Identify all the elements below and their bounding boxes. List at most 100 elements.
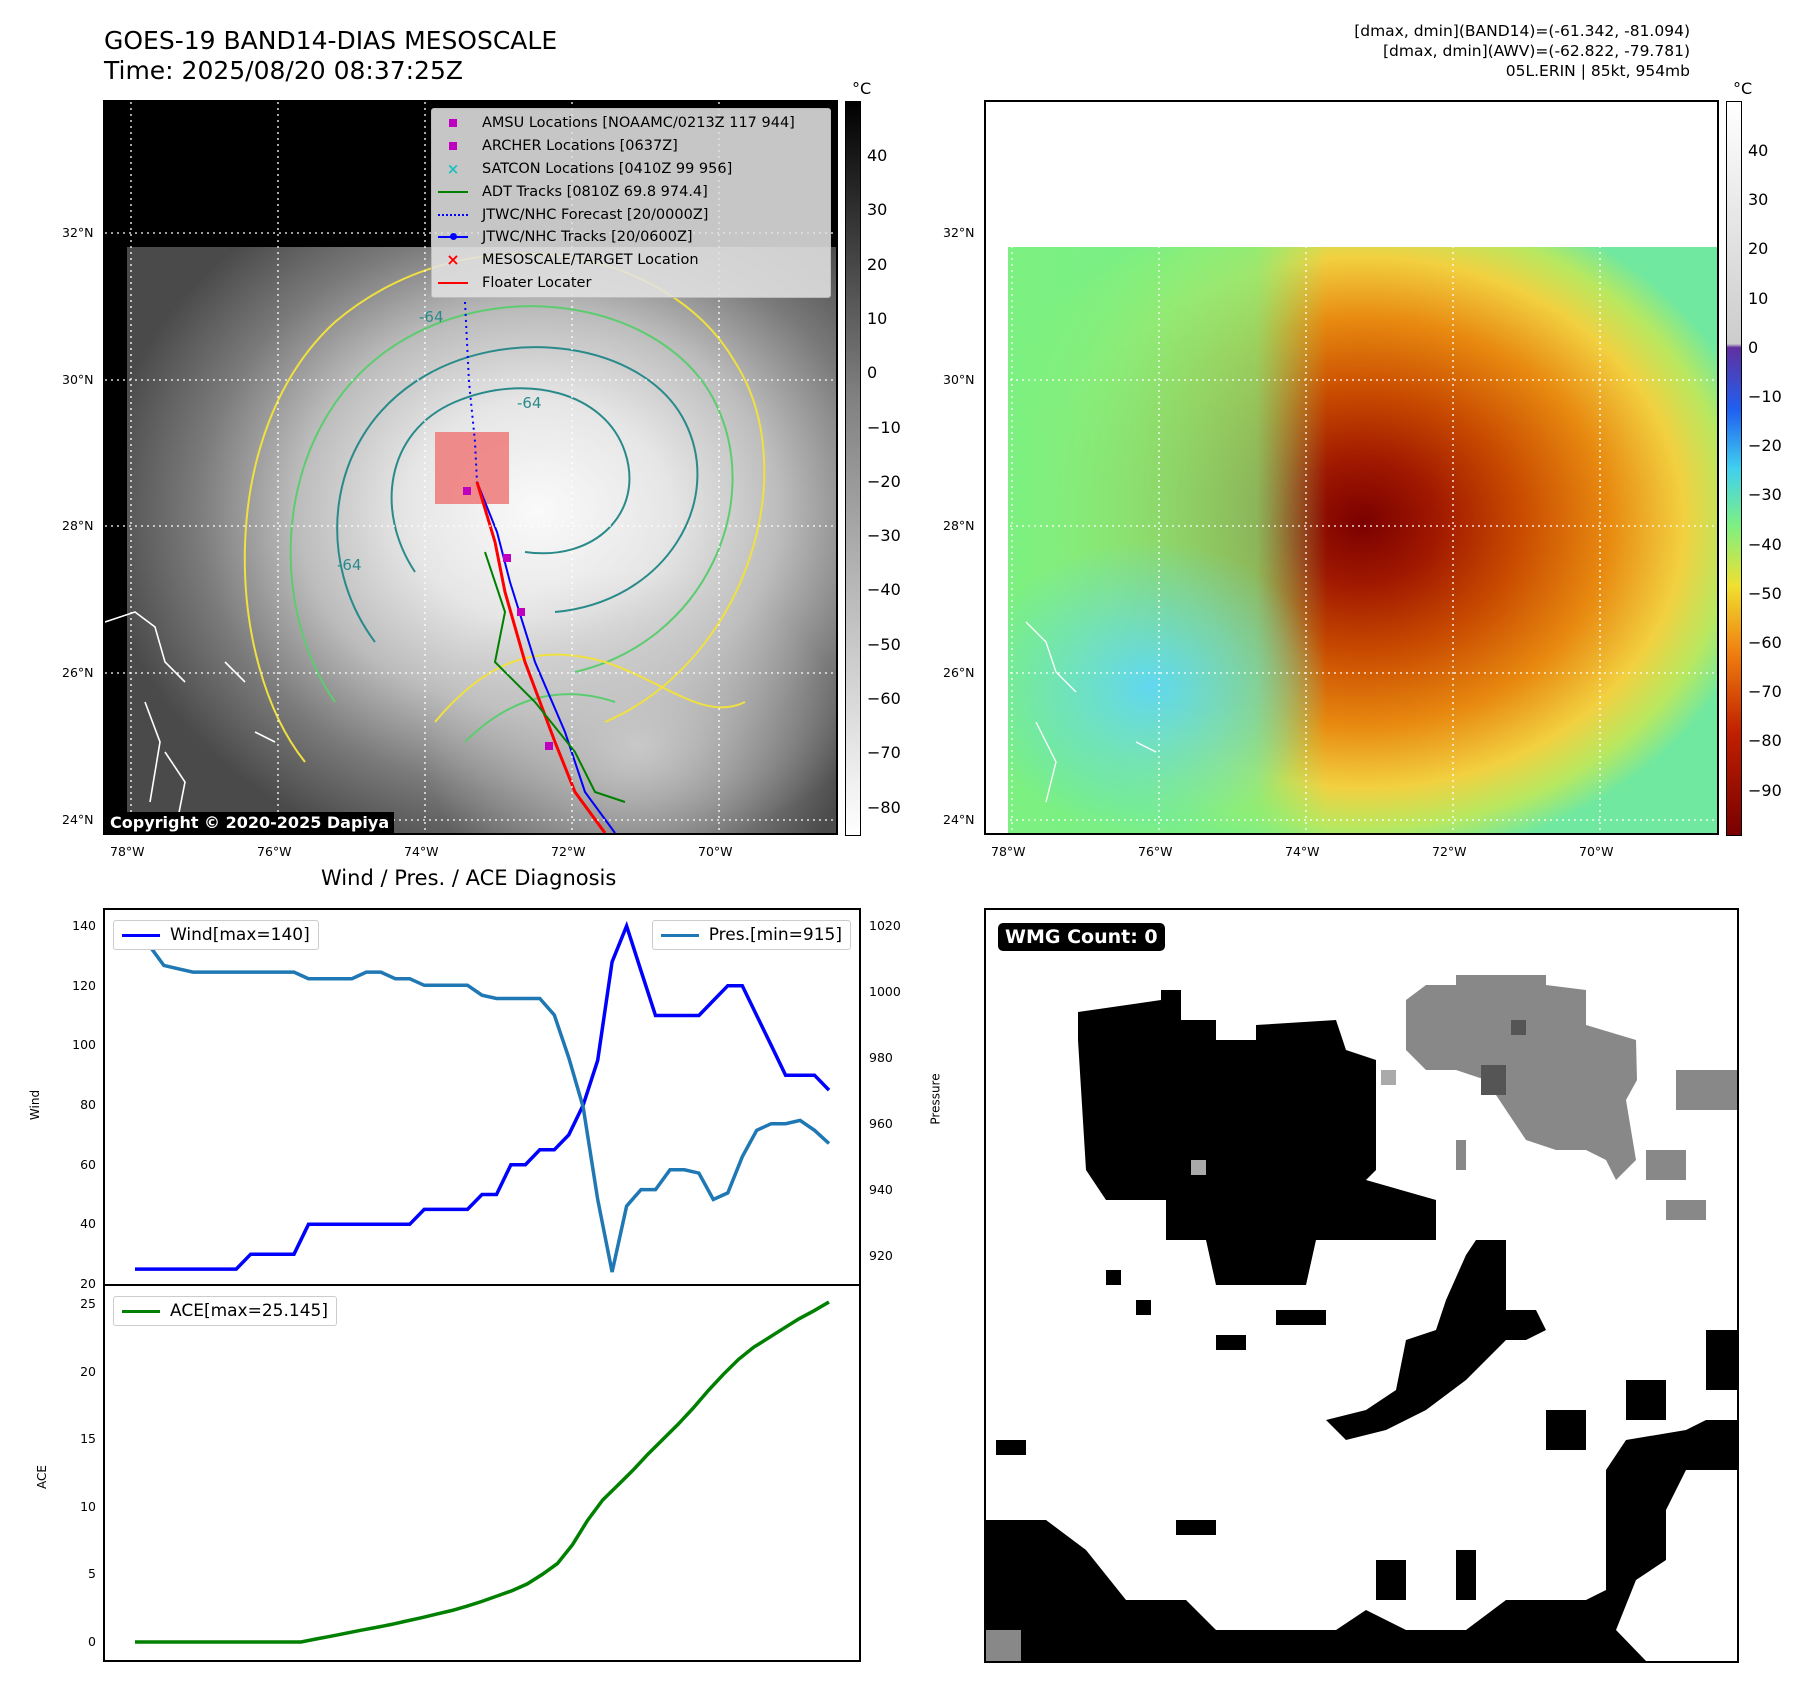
wind-tick-label: 20	[80, 1276, 96, 1291]
pressure-tick-label: 1020	[869, 918, 901, 933]
pressure-axis-label: Pressure	[928, 1073, 943, 1125]
legend-item-adt: ADT Tracks [0810Z 69.8 974.4]	[438, 180, 824, 203]
ace-axis-label: ACE	[34, 1465, 49, 1489]
awv-colorbar-tick-label: 0	[1748, 337, 1759, 357]
copyright: Copyright © 2020-2025 Dapiya	[105, 812, 395, 833]
ir-colorbar-tick-label: −50	[867, 634, 901, 654]
pressure-tick-label: 1000	[869, 983, 901, 999]
awv-colorbar-tick-label: −50	[1748, 583, 1782, 603]
legend-label: SATCON Locations [0410Z 99 956]	[482, 160, 733, 177]
ir-satellite-panel: -64 -64 -64	[103, 100, 838, 835]
legend-item-floater: Floater Locater	[438, 272, 824, 295]
legend-item-target: × MESOSCALE/TARGET Location	[438, 249, 824, 272]
ir-colorbar-tick-label: 40	[867, 146, 888, 165]
wmg-panel: WMG Count: 0	[984, 908, 1739, 1663]
ace-chart: ACE[max=25.145]	[103, 1284, 861, 1662]
wind-legend: Wind[max=140]	[113, 920, 319, 950]
lon-label: 74°W	[1285, 844, 1320, 859]
square-marker-icon	[438, 116, 468, 130]
pressure-tick-label: 940	[869, 1181, 893, 1197]
contour-label: -64	[337, 556, 362, 574]
ir-satellite-image: -64 -64 -64	[105, 102, 836, 833]
lat-label: 26°N	[62, 665, 94, 680]
lon-label: 78°W	[991, 844, 1026, 859]
awv-colorbar-tick-label: −40	[1748, 534, 1782, 554]
pressure-series-line	[135, 944, 831, 1273]
lat-label: 28°N	[943, 518, 975, 533]
awv-colorbar-tick-label: −30	[1748, 485, 1782, 505]
awv-image	[986, 102, 1717, 833]
legend-item-archer: ARCHER Locations [0637Z]	[438, 135, 824, 158]
ir-colorbar-tick-label: 10	[867, 308, 888, 328]
line-icon	[122, 933, 160, 937]
legend-item-amsu: AMSU Locations [NOAAMC/0213Z 117 944]	[438, 112, 824, 135]
pressure-tick-label: 960	[869, 1115, 893, 1131]
lon-label: 70°W	[1579, 844, 1614, 859]
awv-colorbar-tick-label: 40	[1748, 141, 1769, 160]
legend-label: JTWC/NHC Tracks [20/0600Z]	[482, 229, 693, 246]
figure-title: GOES-19 BAND14-DIAS MESOSCALE	[104, 26, 558, 55]
info-storm: 05L.ERIN | 85kt, 954mb	[1505, 62, 1690, 80]
legend-item-satcon: × SATCON Locations [0410Z 99 956]	[438, 158, 824, 181]
line-icon	[122, 1309, 160, 1313]
pressure-legend: Pres.[min=915]	[651, 920, 851, 950]
info-band14: [dmax, dmin](BAND14)=(-61.342, -81.094)	[1354, 22, 1690, 40]
legend-item-forecast: JTWC/NHC Forecast [20/0000Z]	[438, 203, 824, 226]
awv-colorbar-tick-label: −90	[1748, 780, 1782, 800]
line-icon	[438, 185, 468, 199]
awv-colorbar-tick-label: 20	[1748, 239, 1769, 259]
lat-label: 30°N	[943, 372, 975, 387]
lat-label: 28°N	[62, 518, 94, 533]
wind-tick-label: 120	[72, 977, 96, 993]
target-box	[435, 432, 509, 504]
line-icon	[438, 276, 468, 290]
ir-colorbar-tick-label: −60	[867, 689, 901, 708]
ace-tick-label: 15	[80, 1431, 96, 1447]
wind-tick-label: 80	[80, 1097, 96, 1112]
legend-label: MESOSCALE/TARGET Location	[482, 252, 699, 269]
awv-colorbar-tick-label: 10	[1748, 288, 1769, 308]
ace-legend: ACE[max=25.145]	[113, 1296, 337, 1326]
legend-label: ADT Tracks [0810Z 69.8 974.4]	[482, 183, 708, 200]
wind-series-line	[135, 920, 831, 1271]
awv-colorbar-unit: °C	[1733, 79, 1753, 98]
lon-label: 72°W	[551, 844, 586, 859]
pressure-tick-label: 920	[869, 1247, 893, 1263]
wmg-count-badge: WMG Count: 0	[998, 923, 1165, 951]
lat-label: 32°N	[943, 225, 975, 240]
ir-colorbar-tick-label: −80	[867, 797, 901, 817]
legend-label: Floater Locater	[482, 274, 592, 291]
ace-plot	[135, 1300, 830, 1644]
ace-tick-label: 20	[80, 1363, 96, 1379]
wind-tick-label: 60	[80, 1156, 96, 1172]
awv-colorbar-tick-label: −60	[1748, 633, 1782, 652]
square-marker-icon	[438, 139, 468, 153]
awv-colorbar-tick-label: −20	[1748, 436, 1782, 456]
ace-tick-label: 5	[88, 1566, 96, 1582]
wind-pressure-plot	[135, 920, 831, 1273]
lon-label: 74°W	[404, 844, 439, 859]
ir-colorbar-tick-label: −10	[867, 417, 901, 437]
figure-time: Time: 2025/08/20 08:37:25Z	[104, 56, 463, 85]
awv-panel	[984, 100, 1719, 835]
wind-pressure-chart: Wind[max=140] Pres.[min=915]	[103, 908, 861, 1286]
ir-colorbar-tick-label: 30	[867, 200, 888, 220]
lat-label: 24°N	[62, 812, 94, 827]
ir-colorbar-tick-label: 20	[867, 254, 888, 274]
x-marker-icon: ×	[446, 159, 460, 178]
line-dot-icon	[438, 230, 468, 244]
ir-legend: AMSU Locations [NOAAMC/0213Z 117 944] AR…	[431, 108, 831, 299]
ir-colorbar	[845, 101, 861, 836]
wind-tick-label: 140	[72, 918, 96, 933]
contour-label: -64	[419, 308, 444, 326]
ir-colorbar-tick-label: −30	[867, 526, 901, 546]
diagnosis-title: Wind / Pres. / ACE Diagnosis	[321, 866, 617, 890]
pressure-tick-label: 980	[869, 1049, 893, 1065]
wind-axis-label: Wind	[28, 1089, 43, 1121]
legend-label: ACE[max=25.145]	[170, 1301, 328, 1321]
awv-colorbar-tick-label: −80	[1748, 731, 1782, 751]
awv-colorbar-tick-label: −10	[1748, 387, 1782, 406]
ir-colorbar-tick-label: −20	[867, 471, 901, 491]
lat-label: 24°N	[943, 812, 975, 827]
ace-series-line	[135, 1300, 830, 1644]
